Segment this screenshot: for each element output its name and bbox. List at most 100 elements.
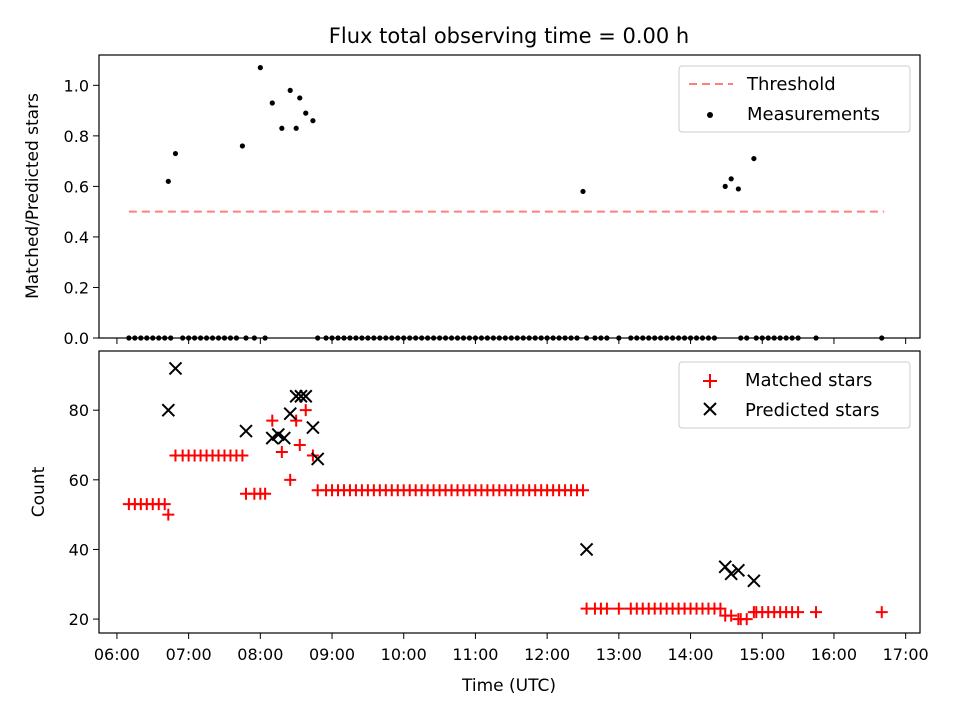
measurement-point	[279, 125, 285, 131]
measurement-point	[789, 335, 795, 341]
predicted-star-point	[731, 563, 746, 578]
measurement-point	[221, 335, 228, 341]
measurement-point	[514, 335, 520, 341]
measurement-point	[502, 335, 508, 341]
measurement-point	[646, 335, 652, 341]
measurement-point	[583, 335, 590, 341]
ratio-y-axis-label: Matched/Predicted stars	[23, 93, 43, 299]
matched-star-point	[725, 609, 738, 622]
measurement-point	[640, 335, 646, 341]
ratio-marks	[126, 65, 885, 341]
measurement-point	[670, 335, 676, 341]
measurement-point	[215, 335, 222, 341]
x-tick-label: 13:00	[596, 645, 642, 664]
count-x-ticks: 06:00 07:00 08:00 09:00 10:00 11:00 12:00 13:00…	[94, 633, 929, 664]
measurement-point	[389, 335, 395, 341]
measurement-point	[658, 335, 664, 341]
matched-star-point	[162, 508, 175, 521]
measurement-point	[568, 335, 574, 341]
measurement-point	[243, 335, 249, 341]
x-tick-label: 14:00	[667, 645, 713, 664]
y-tick-label: 60	[69, 471, 89, 490]
measurement-point	[544, 335, 550, 341]
matched-star-point	[875, 606, 888, 619]
ratio-panel: 0.0 0.2 0.4 0.6 0.8 1.0 Matched/Predicted sta…	[23, 54, 921, 348]
matched-star-point	[259, 487, 272, 500]
measurement-point	[436, 335, 443, 341]
measurement-point	[634, 335, 640, 341]
measurement-point	[687, 335, 694, 341]
predicted-star-point	[310, 452, 325, 466]
measurement-point	[616, 335, 622, 341]
measurement-point	[652, 335, 658, 341]
predicted-star-point	[271, 427, 285, 442]
predicted-star-point	[299, 389, 313, 403]
measurement-point	[496, 335, 502, 341]
measurement-point	[728, 176, 734, 182]
measurement-point	[425, 335, 431, 341]
y-tick-label: 0.0	[64, 329, 89, 348]
measurement-point	[580, 188, 586, 195]
measurement-point	[681, 335, 688, 341]
chart-title: Flux total observing time = 0.00 h	[329, 24, 689, 48]
measurement-point	[293, 125, 299, 131]
measurement-point	[335, 335, 341, 341]
measurement-point	[735, 186, 741, 192]
measurement-point	[233, 335, 240, 341]
x-tick-label: 08:00	[237, 645, 283, 664]
y-tick-label: 0.4	[64, 228, 89, 247]
predicted-star-point	[161, 403, 176, 417]
matched-star-point	[810, 606, 823, 619]
measurement-point	[664, 335, 670, 341]
ratio-legend-box	[678, 65, 911, 133]
y-tick-label: 0.6	[64, 177, 89, 196]
x-tick-label: 06:00	[94, 645, 140, 664]
measurement-point	[323, 335, 329, 341]
predicted-star-point	[747, 574, 761, 588]
measurement-point	[303, 110, 309, 116]
y-tick-label: 0.2	[64, 278, 89, 297]
measurement-point	[257, 65, 263, 71]
count-panel: 20 40 60 80 06:00 07:00 08:00 09:00 10:00 11:00 1…	[29, 350, 929, 664]
measurement-point	[407, 335, 413, 341]
matched-star-point	[293, 439, 306, 451]
measurement-point	[165, 178, 171, 184]
predicted-star-point	[289, 389, 303, 403]
count-legend-box	[678, 361, 911, 429]
threshold-legend-label: Threshold	[746, 74, 836, 95]
measurement-point	[209, 335, 216, 341]
measurement-point	[442, 335, 449, 341]
measurements-legend-marker	[707, 112, 713, 118]
measurement-point	[329, 335, 335, 341]
y-tick-label: 0.8	[64, 127, 89, 146]
predicted-legend-marker	[703, 402, 717, 416]
predicted-star-point	[724, 567, 738, 581]
matched-star-point	[236, 449, 249, 462]
measurement-point	[353, 335, 359, 341]
measurement-point	[592, 335, 598, 341]
measurement-point	[395, 335, 401, 341]
predicted-star-point	[306, 420, 320, 435]
measurement-point	[777, 335, 783, 341]
matched-star-point	[792, 606, 805, 619]
measurement-point	[203, 335, 210, 341]
measurement-point	[508, 335, 514, 341]
measurement-point	[699, 335, 706, 341]
count-legend: Matched stars Predicted stars	[678, 361, 911, 429]
measurement-point	[310, 118, 316, 124]
measurement-point	[598, 335, 604, 341]
x-tick-label: 07:00	[166, 645, 212, 664]
count-marks	[122, 361, 888, 626]
matched-star-point	[612, 602, 625, 615]
measurement-point	[753, 335, 759, 341]
measurement-point	[144, 335, 150, 341]
measurement-point	[172, 150, 179, 157]
x-tick-label: 12:00	[524, 645, 570, 664]
measurement-point	[269, 100, 275, 106]
measurement-point	[251, 335, 257, 341]
measurement-point	[431, 335, 437, 341]
measurement-point	[628, 335, 634, 341]
y-tick-label: 80	[69, 401, 89, 420]
measurement-point	[150, 335, 156, 341]
measurement-point	[162, 335, 168, 341]
